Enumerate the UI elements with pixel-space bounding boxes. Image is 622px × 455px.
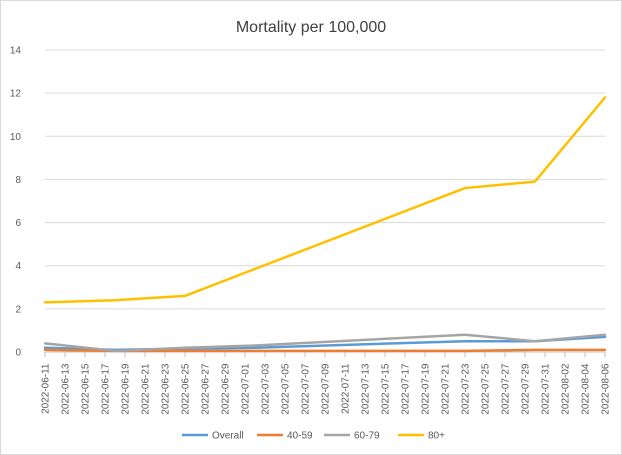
- y-axis: 0 2 4 6 8 10 12 14: [10, 46, 22, 359]
- x-tick-label: 2022-07-03: [261, 363, 272, 415]
- x-tick-label: 2022-07-29: [521, 363, 532, 415]
- x-tick-label: 2022-07-13: [361, 363, 372, 415]
- y-tick-label: 10: [10, 132, 22, 143]
- legend-label: 40-59: [287, 431, 313, 442]
- y-tick-label: 12: [10, 89, 22, 100]
- legend-label: Overall: [212, 431, 244, 442]
- x-tick-label: 2022-06-13: [61, 363, 72, 415]
- x-tick-label: 2022-07-27: [501, 363, 512, 415]
- x-tick-label: 2022-08-02: [561, 363, 572, 415]
- x-tick-label: 2022-06-17: [101, 363, 112, 415]
- y-tick-label: 8: [15, 175, 21, 186]
- x-tick-label: 2022-07-07: [301, 363, 312, 415]
- x-tick-label: 2022-06-21: [141, 363, 152, 415]
- y-tick-label: 6: [15, 218, 21, 229]
- x-tick-label: 2022-06-19: [121, 363, 132, 415]
- y-tick-label: 2: [15, 304, 21, 315]
- y-tick-label: 0: [15, 348, 21, 359]
- x-tick-label: 2022-06-11: [41, 363, 52, 414]
- y-tick-label: 4: [15, 261, 21, 272]
- x-tick-label: 2022-07-05: [281, 363, 292, 415]
- x-tick-label: 2022-08-04: [581, 363, 592, 415]
- series-line-2: [43, 333, 607, 353]
- x-tick-label: 2022-06-23: [161, 363, 172, 415]
- chart-title: Mortality per 100,000: [236, 19, 386, 36]
- x-tick-label: 2022-07-01: [241, 363, 252, 415]
- x-tick-label: 2022-07-09: [321, 363, 332, 415]
- x-tick-label: 2022-06-15: [81, 363, 92, 415]
- legend-label: 80+: [428, 431, 445, 442]
- legend: Overall 40-59 60-79 80+: [182, 431, 445, 442]
- x-axis: 2022-06-11 2022-06-13 2022-06-15 2022-06-17…: [41, 352, 612, 415]
- x-tick-label: 2022-07-31: [541, 363, 552, 415]
- x-tick-label: 2022-06-27: [201, 363, 212, 415]
- x-tick-label: 2022-07-23: [461, 363, 472, 415]
- x-tick-label: 2022-08-06: [601, 363, 612, 415]
- x-tick-label: 2022-06-29: [221, 363, 232, 415]
- legend-label: 60-79: [354, 431, 380, 442]
- series-line-3: [43, 96, 607, 304]
- x-tick-label: 2022-07-17: [401, 363, 412, 415]
- x-tick-label: 2022-07-21: [441, 363, 452, 415]
- x-tick-label: 2022-07-25: [481, 363, 492, 415]
- x-tick-label: 2022-07-15: [381, 363, 392, 415]
- gridlines: [45, 49, 605, 353]
- x-tick-label: 2022-06-25: [181, 363, 192, 415]
- y-tick-label: 14: [10, 46, 22, 57]
- x-tick-label: 2022-07-11: [341, 363, 352, 414]
- x-tick-label: 2022-07-19: [421, 363, 432, 415]
- series-lines: [43, 96, 607, 353]
